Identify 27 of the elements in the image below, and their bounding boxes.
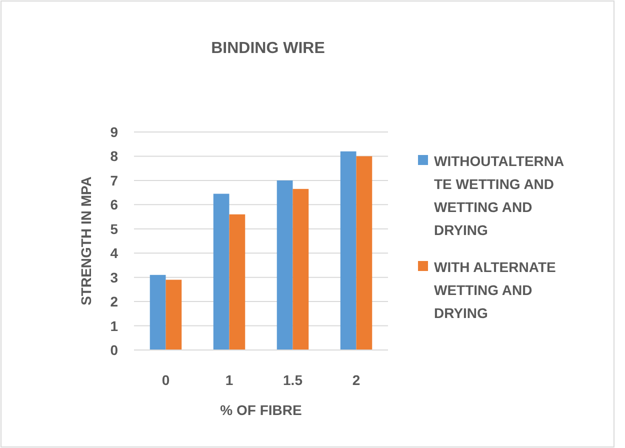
bar bbox=[340, 151, 356, 350]
x-tick-label: 1 bbox=[225, 372, 234, 388]
bar bbox=[276, 180, 293, 350]
x-tick-label: 0 bbox=[162, 372, 170, 388]
y-tick-label: 7 bbox=[110, 172, 118, 188]
bar bbox=[150, 274, 166, 350]
y-tick-label: 0 bbox=[110, 342, 118, 358]
y-tick-label: 2 bbox=[110, 294, 118, 310]
y-tick-label: 4 bbox=[110, 245, 118, 262]
chart-title: BINDING WIRE bbox=[211, 40, 326, 57]
bar bbox=[292, 188, 309, 350]
x-axis-title: % OF FIBRE bbox=[220, 402, 302, 418]
y-tick-label: 5 bbox=[110, 220, 118, 237]
x-tick-label: 1.5 bbox=[283, 372, 303, 388]
y-tick-label: 1 bbox=[110, 318, 118, 334]
bar bbox=[166, 280, 182, 350]
y-tick-label: 9 bbox=[110, 124, 118, 140]
legend-label: WITHOUTALTERNATE WETTING AND WETTING AND DRYING bbox=[434, 153, 564, 238]
bar bbox=[229, 214, 246, 350]
y-tick-label: 3 bbox=[110, 269, 118, 286]
x-tick-label: 2 bbox=[352, 372, 360, 388]
y-tick-label: 8 bbox=[110, 148, 118, 164]
y-tick-label: 6 bbox=[110, 196, 118, 213]
legend-label: WITH ALTERNATE WETTING AND DRYING bbox=[434, 259, 556, 321]
bar bbox=[213, 194, 230, 350]
bar bbox=[356, 156, 372, 350]
y-axis-title: STRENGTH IN MPA bbox=[78, 176, 94, 306]
